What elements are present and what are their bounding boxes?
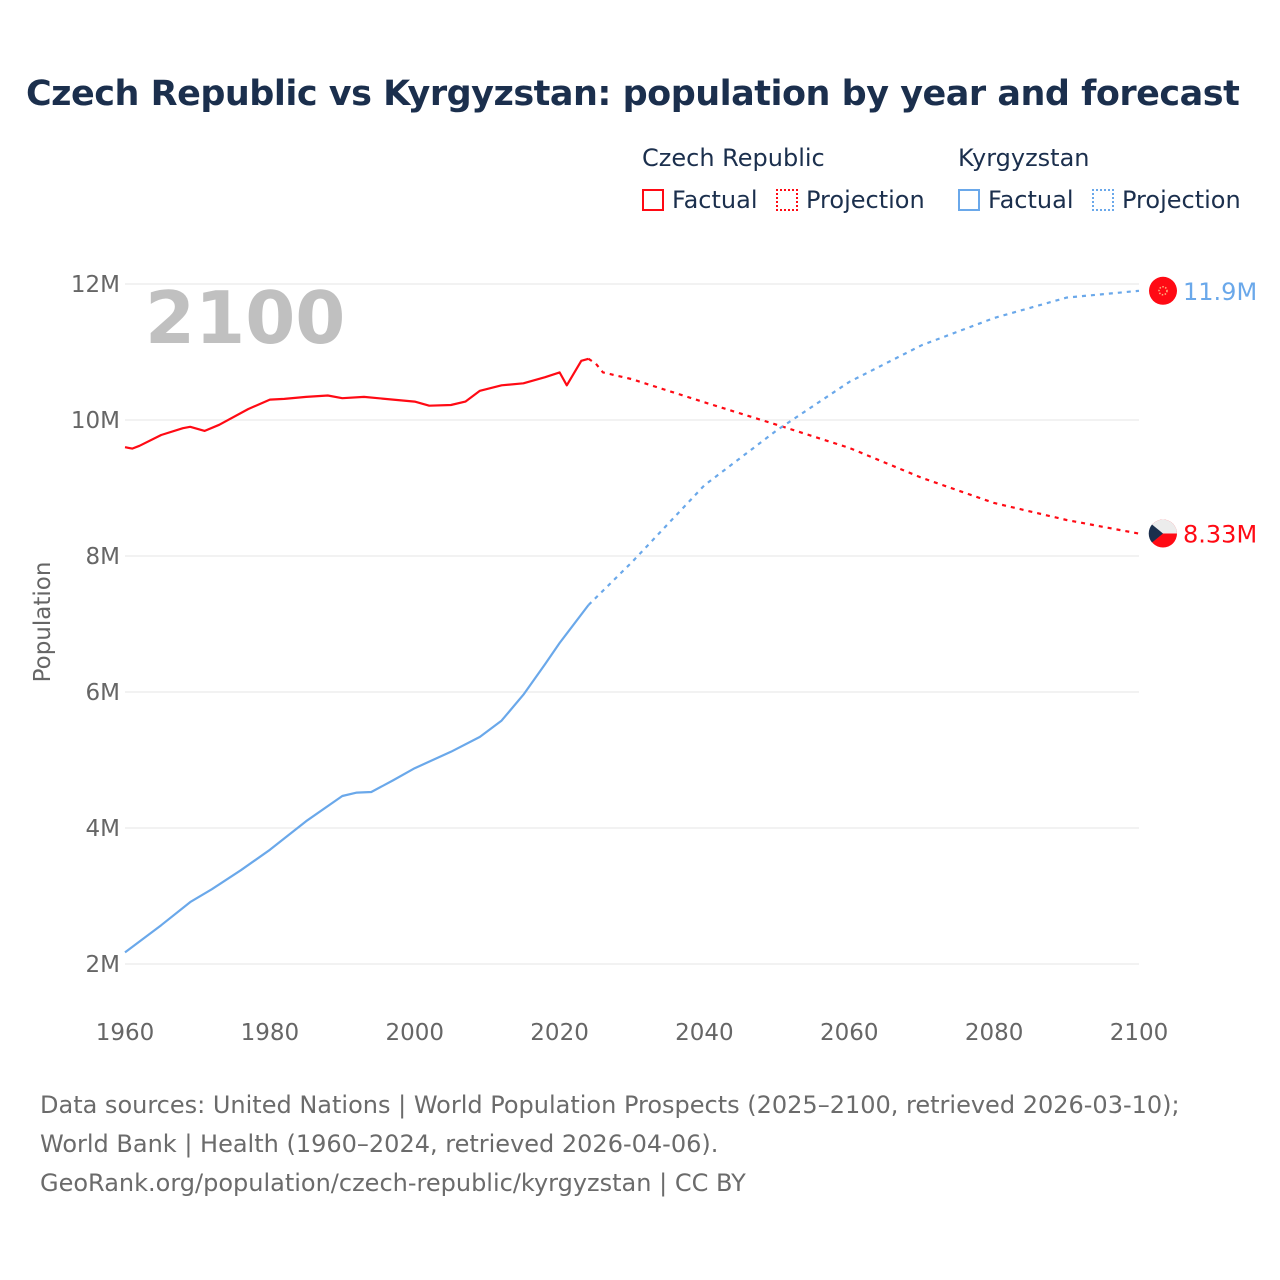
y-tick-label: 12M (71, 272, 120, 298)
solid-swatch-icon (958, 189, 980, 211)
kyrgyzstan-end-label: 11.9M (1183, 278, 1257, 306)
flag-sun (1158, 286, 1168, 296)
x-tick-label: 2060 (820, 1020, 879, 1046)
data-sources: Data sources: United Nations | World Pop… (40, 1091, 1180, 1158)
x-tick-label: 2000 (385, 1020, 444, 1046)
x-tick-label: 2020 (530, 1020, 589, 1046)
legend-czech-projection[interactable]: Projection (776, 186, 925, 214)
x-tick-label: 2040 (675, 1020, 734, 1046)
x-tick-label: 1960 (96, 1020, 155, 1046)
credit-link[interactable]: GeoRank.org/population/czech-republic/ky… (40, 1169, 746, 1197)
legend-kyrgyzstan-factual[interactable]: Factual (958, 186, 1074, 214)
x-tick-label: 1980 (241, 1020, 300, 1046)
footer: Data sources: United Nations | World Pop… (40, 1086, 1240, 1203)
flag-red (1149, 276, 1177, 305)
kyrgyzstan-projection-line (587, 289, 1140, 606)
y-axis-label: Population (30, 562, 56, 683)
y-tick-label: 8M (86, 544, 120, 570)
x-tick-label: 2100 (1110, 1020, 1169, 1046)
legend-group-kyrgyzstan: Kyrgyzstan (958, 144, 1090, 172)
kyrgyzstan-factual-line (124, 604, 590, 954)
year-watermark: 2100 (145, 276, 345, 360)
kyrgyzstan-flag-icon (1149, 276, 1177, 305)
flag-blue (1148, 524, 1163, 543)
legend-label: Projection (1122, 186, 1241, 214)
legend-kyrgyzstan-projection[interactable]: Projection (1092, 186, 1241, 214)
legend-label: Factual (672, 186, 758, 214)
dotted-swatch-icon (1092, 189, 1114, 211)
czech-republic-projection-line (587, 357, 1140, 535)
legend-label: Factual (988, 186, 1074, 214)
solid-swatch-icon (642, 189, 664, 211)
czech-republic-factual-line (124, 357, 589, 450)
x-tick-label: 2080 (965, 1020, 1024, 1046)
legend-label: Projection (806, 186, 925, 214)
y-tick-label: 6M (86, 680, 120, 706)
chart-title: Czech Republic vs Kyrgyzstan: population… (26, 74, 1240, 114)
czech-republic-flag-icon (1148, 519, 1178, 548)
dotted-swatch-icon (776, 189, 798, 211)
czech-republic-end-label: 8.33M (1183, 521, 1257, 549)
legend-czech-factual[interactable]: Factual (642, 186, 758, 214)
y-tick-label: 10M (71, 408, 120, 434)
y-tick-label: 2M (86, 952, 120, 978)
y-tick-label: 4M (86, 816, 120, 842)
plot-area: 2M 4M 6M 8M 10M 12M 1960 1980 2000 2020 2040 2060 20… (30, 272, 1257, 1046)
legend-group-czech: Czech Republic (642, 144, 825, 172)
